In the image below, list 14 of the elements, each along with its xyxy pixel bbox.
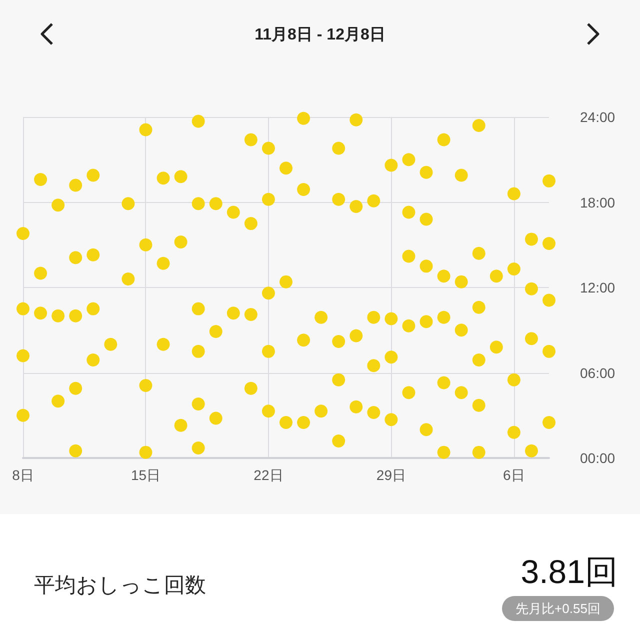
text: 平均おしっこ回数 (34, 574, 206, 597)
x-tick-label: 8日 (12, 467, 34, 483)
y-tick-label: 06:00 (580, 364, 616, 381)
chart-title: 11月8日 - 12月8日 (254, 26, 386, 44)
y-tick-label: 12:00 (580, 280, 616, 296)
y-tick-label: 24:00 (580, 109, 616, 125)
x-tick-label: 22日 (254, 467, 284, 483)
y-tick-label: 00:00 (580, 450, 616, 466)
x-tick-label: 15日 (130, 467, 161, 483)
text: 先月比+0.55回 (516, 601, 600, 616)
y-tick-label: 18:00 (580, 194, 616, 210)
x-tick-label: 29日 (376, 467, 406, 483)
text: 3.81回 (520, 553, 618, 590)
x-tick-label: 6日 (503, 467, 525, 483)
